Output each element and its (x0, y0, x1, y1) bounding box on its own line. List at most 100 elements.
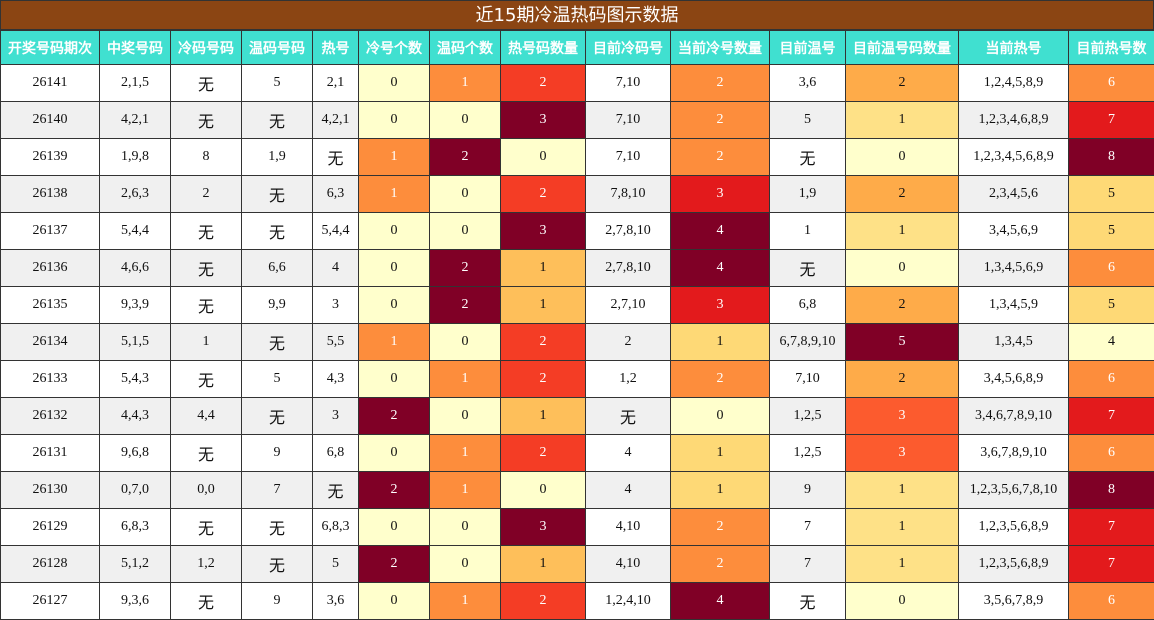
table-cell: 4,10 (585, 545, 671, 583)
table-cell: 2 (429, 138, 501, 176)
table-cell: 6,8,3 (312, 508, 359, 546)
table-cell: 6,8 (312, 434, 359, 472)
table-cell: 3,6 (312, 582, 359, 620)
table-cell: 2,1 (312, 64, 359, 102)
table-cell: 0 (358, 64, 430, 102)
table-cell: 2 (670, 64, 770, 102)
table-cell: 26131 (0, 434, 100, 472)
table-cell: 0 (429, 397, 501, 435)
table-row: 26132 4,4,3 4,4 无 3 2 0 1 无 0 1,2,5 3 3,4,6,7,8,9,10… (0, 397, 1154, 435)
table-cell: 1 (429, 434, 501, 472)
table-cell: 0 (429, 101, 501, 139)
table-cell: 2 (500, 64, 586, 102)
table-cell: 5,4,3 (99, 360, 171, 398)
table-cell: 0 (845, 249, 959, 287)
table-cell: 1,3,4,5,9 (958, 286, 1069, 324)
table-cell: 3,4,5,6,9 (958, 212, 1069, 250)
table-cell: 2 (358, 397, 430, 435)
table-row: 26137 5,4,4 无无 5,4,4 0 0 3 2,7,8,10 4 1 1 3,4,5,6,9… (0, 212, 1154, 250)
table-cell: 1 (670, 471, 770, 509)
table-cell: 3,4,5,6,8,9 (958, 360, 1069, 398)
table-cell: 3 (312, 286, 359, 324)
table-cell: 6,3 (312, 175, 359, 213)
column-header: 冷号个数 (358, 30, 430, 65)
table-cell: 0,0 (170, 471, 242, 509)
table-cell: 1 (358, 175, 430, 213)
table-cell: 0 (358, 101, 430, 139)
table-cell: 2,1,5 (99, 64, 171, 102)
table-cell: 8 (1068, 471, 1154, 509)
table-row: 26129 6,8,3 无无 6,8,3 0 0 3 4,10 2 7 1 1,2,3,5,6,8,9… (0, 508, 1154, 546)
table-cell: 无 (170, 582, 242, 620)
table-cell: 1,3,4,5,6,9 (958, 249, 1069, 287)
table-cell: 1 (845, 508, 959, 546)
table-cell: 2 (845, 286, 959, 324)
table-cell: 0 (358, 582, 430, 620)
table-cell: 1 (429, 64, 501, 102)
table-cell: 4 (585, 434, 671, 472)
table-cell: 26141 (0, 64, 100, 102)
table-cell: 3,6 (769, 64, 846, 102)
table-cell: 1 (429, 471, 501, 509)
table-cell: 2 (429, 249, 501, 287)
table-cell: 无 (769, 582, 846, 620)
table-cell: 1 (845, 212, 959, 250)
column-header: 目前热号数 (1068, 30, 1154, 65)
table-title: 近15期冷温热码图示数据 (0, 0, 1154, 30)
table-cell: 26137 (0, 212, 100, 250)
table-cell: 7 (769, 545, 846, 583)
table-cell: 无 (170, 64, 242, 102)
table-cell: 2 (358, 471, 430, 509)
table-cell: 无 (241, 397, 313, 435)
table-cell: 4,2,1 (312, 101, 359, 139)
table-cell: 4,2,1 (99, 101, 171, 139)
table-cell: 2 (500, 360, 586, 398)
table-cell: 1 (500, 397, 586, 435)
table-cell: 6 (1068, 582, 1154, 620)
table-row: 26138 2,6,3 2 无 6,3 1 0 2 7,8,10 3 1,9 2 2,3,4,5,6 5 (0, 175, 1154, 213)
table-cell: 5 (1068, 175, 1154, 213)
table-cell: 0 (500, 471, 586, 509)
table-cell: 7,10 (585, 101, 671, 139)
table-cell: 0 (429, 212, 501, 250)
table-row: 26140 4,2,1 无无 4,2,1 0 0 3 7,10 2 5 1 1,2,3,4,6,8,9… (0, 101, 1154, 139)
table-cell: 1 (845, 471, 959, 509)
table-cell: 0 (429, 545, 501, 583)
table-cell: 5,1,2 (99, 545, 171, 583)
table-cell: 6 (1068, 64, 1154, 102)
table-cell: 0 (358, 286, 430, 324)
table-cell: 0 (845, 138, 959, 176)
table-row: 26139 1,9,8 8 1,9 无 1 2 0 7,10 2 无 0 1,2,3,4,5,6,8,9… (0, 138, 1154, 176)
table-cell: 4 (670, 249, 770, 287)
table-cell: 4,4 (170, 397, 242, 435)
table-cell: 1 (670, 434, 770, 472)
table-row: 26134 5,1,5 1 无 5,5 1 0 2 2 1 6,7,8,9,10 5 1,3,4,5 4 (0, 323, 1154, 361)
table-cell: 7 (241, 471, 313, 509)
column-header: 开奖号码期次 (0, 30, 100, 65)
column-header: 中奖号码 (99, 30, 171, 65)
table-cell: 2 (845, 360, 959, 398)
table-row: 26127 9,3,6 无 9 3,6 0 1 2 1,2,4,10 4 无 0 3,5,6,7,8,9… (0, 582, 1154, 620)
table-cell: 1 (670, 323, 770, 361)
table-cell: 26138 (0, 175, 100, 213)
table-cell: 8 (1068, 138, 1154, 176)
table-cell: 无 (769, 138, 846, 176)
table-cell: 无 (170, 286, 242, 324)
table-cell: 6,7,8,9,10 (769, 323, 846, 361)
table-cell: 3 (845, 434, 959, 472)
table-cell: 4 (312, 249, 359, 287)
table-cell: 0 (358, 434, 430, 472)
table-cell: 26128 (0, 545, 100, 583)
column-header: 目前冷码号 (585, 30, 671, 65)
table-cell: 9,3,9 (99, 286, 171, 324)
table-cell: 9,6,8 (99, 434, 171, 472)
table-cell: 0 (358, 360, 430, 398)
table-cell: 7 (1068, 101, 1154, 139)
table-cell: 无 (241, 212, 313, 250)
table-cell: 1,2,5 (769, 434, 846, 472)
table-cell: 5 (312, 545, 359, 583)
table-cell: 5 (241, 64, 313, 102)
table-cell: 3 (500, 508, 586, 546)
table-cell: 26140 (0, 101, 100, 139)
table-cell: 2 (429, 286, 501, 324)
